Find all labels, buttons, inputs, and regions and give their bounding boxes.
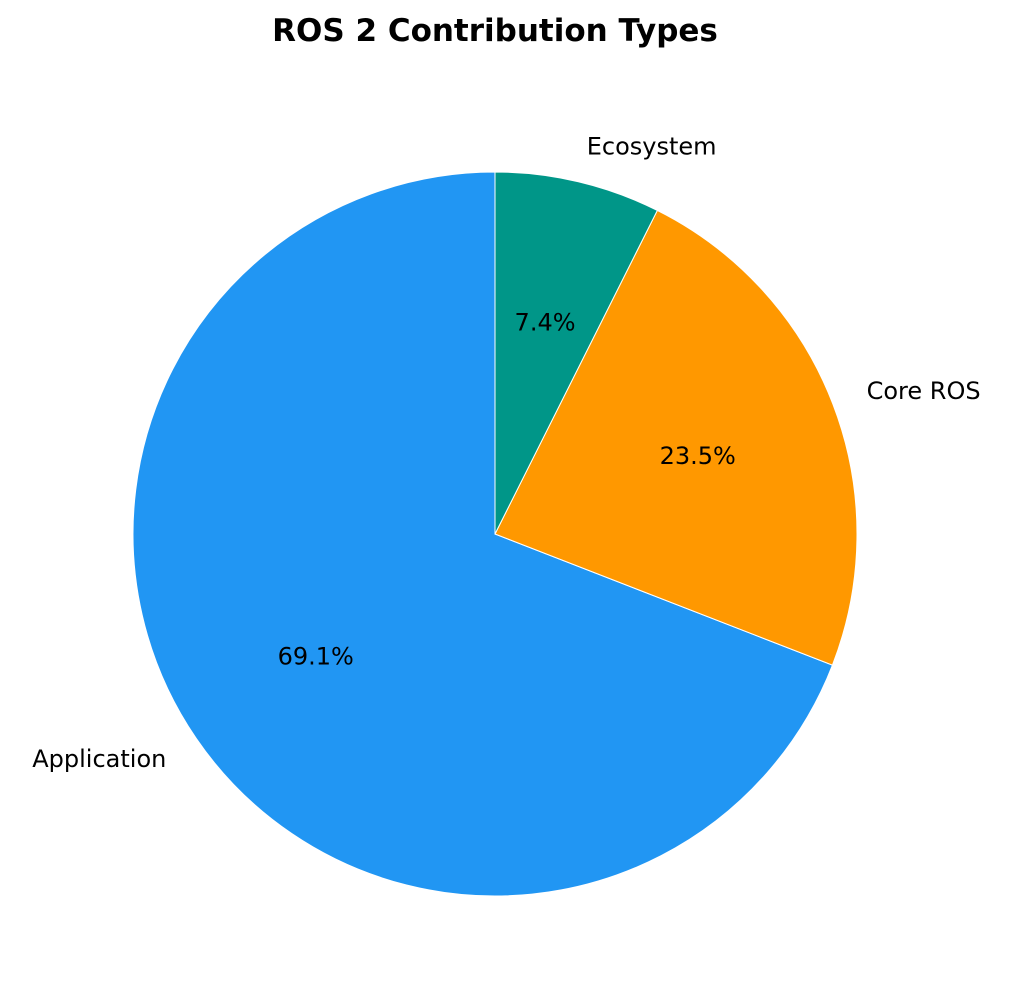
pie-slice-core-ros — [494, 209, 858, 666]
pct-label-ecosystem: 7.4% — [515, 309, 576, 337]
slice-label-application: Application — [32, 745, 166, 773]
pie-slices — [132, 171, 858, 897]
pct-label-application: 69.1% — [278, 643, 354, 671]
pie-slice-application — [132, 171, 834, 897]
pie-labels: Application 69.1% Core ROS 23.5% Ecosystem 7.… — [32, 133, 980, 773]
slice-label-ecosystem: Ecosystem — [587, 133, 717, 161]
pie-slice-ecosystem — [494, 171, 658, 535]
chart-title: ROS 2 Contribution Types — [272, 13, 718, 49]
pct-label-core-ros: 23.5% — [660, 442, 736, 470]
slice-label-core-ros: Core ROS — [867, 377, 981, 405]
